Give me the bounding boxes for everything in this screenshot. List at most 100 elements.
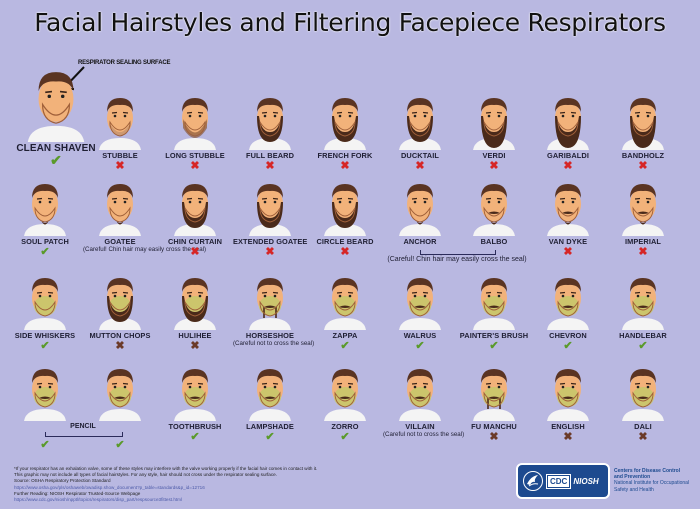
footer-notes: *If your respirator has an exhalation va… (14, 466, 317, 503)
footer-coverage-note: This graphic may not include all types o… (14, 472, 277, 478)
face-illustration (620, 172, 666, 236)
footer-exhalation-note: *If your respirator has an exhalation va… (14, 466, 318, 471)
caution-note: (Careful not to cross the seal) (233, 340, 315, 347)
hairstyle-garibaldi: GARIBALDI ✖ (531, 86, 605, 172)
x-icon: ✖ (563, 246, 573, 258)
footer-further-link[interactable]: https://www.cdc.gov/niosh/npptl/topics/r… (14, 497, 183, 503)
agency-line-4: Safety and Health (614, 486, 654, 493)
anchor-balbo-note: (Careful! Chin hair may easily cross the… (387, 256, 527, 263)
hairstyle-label: VAN DYKE (548, 237, 588, 246)
hairstyle-lampshade: LAMPSHADE ✔ (233, 357, 307, 443)
face-illustration (471, 266, 517, 330)
face-illustration (322, 266, 368, 330)
footer-source-link[interactable]: https://www.osha.gov/pls/oshaweb/owadisp… (14, 484, 205, 490)
hairstyle-label: DALI (634, 422, 652, 431)
face-illustration (397, 266, 443, 330)
hairstyle-label: WALRUS (403, 331, 437, 340)
hairstyle-circle-beard: CIRCLE BEARD ✖ (308, 172, 382, 258)
x-icon: ✖ (415, 160, 425, 172)
hairstyle-label: LONG STUBBLE (165, 151, 225, 160)
hairstyle-van-dyke: VAN DYKE ✖ (531, 172, 605, 258)
hairstyle-label: GOATEE (104, 237, 136, 246)
hairstyle-label: HULIHEE (178, 331, 212, 340)
hairstyle-hulihee: HULIHEE ✖ (158, 266, 232, 352)
hairstyle-french-fork: FRENCH FORK ✖ (308, 86, 382, 172)
hairstyle-mutton-chops: MUTTON CHOPS ✖ (83, 266, 157, 352)
hairstyle-full-beard: FULL BEARD ✖ (233, 86, 307, 172)
face-illustration (97, 86, 143, 150)
hairstyle-label: SIDE WHISKERS (14, 331, 76, 340)
hairstyle-label: FULL BEARD (245, 151, 295, 160)
hairstyle-label: EXTENDED GOATEE (233, 237, 308, 246)
x-icon: ✖ (638, 246, 648, 258)
face-illustration (172, 266, 218, 330)
face-illustration (247, 357, 293, 421)
hairstyle-label: CHIN CURTAIN (167, 237, 223, 246)
check-icon: ✔ (638, 340, 648, 352)
hairstyle-ducktail: DUCKTAIL ✖ (383, 86, 457, 172)
x-icon: ✖ (489, 431, 499, 443)
hairstyle-label: ZORRO (331, 422, 359, 431)
face-illustration (545, 86, 591, 150)
face-illustration (247, 266, 293, 330)
hairstyle-anchor: ANCHOR (383, 172, 457, 246)
face-illustration (545, 266, 591, 330)
hairstyle-clean-shaven: CLEAN SHAVEN ✔ (14, 56, 98, 168)
face-illustration (22, 357, 68, 421)
hairstyle-zorro: ZORRO ✔ (308, 357, 382, 443)
hairstyle-label: CHEVRON (549, 331, 587, 340)
caution-note: (Careful not to cross the seal) (383, 431, 465, 438)
face-illustration (247, 172, 293, 236)
check-icon: ✔ (50, 152, 62, 168)
hairstyle-horseshoe: HORSESHOE (Careful not to cross the seal) (233, 266, 315, 347)
hairstyle-label: ANCHOR (403, 237, 437, 246)
x-icon: ✖ (638, 160, 648, 172)
x-icon: ✖ (340, 246, 350, 258)
x-icon: ✖ (265, 160, 275, 172)
face-illustration (322, 86, 368, 150)
check-icon: ✔ (40, 439, 50, 451)
hairstyle-label: ZAPPA (332, 331, 358, 340)
x-icon: ✖ (115, 160, 125, 172)
anchor-balbo-bracket (420, 250, 496, 255)
hairstyle-pencil-2: ✔ (83, 357, 157, 451)
face-illustration (545, 172, 591, 236)
hairstyle-label: VERDI (482, 151, 506, 160)
hairstyle-label: FRENCH FORK (317, 151, 373, 160)
face-illustration (22, 266, 68, 330)
x-icon: ✖ (190, 246, 200, 258)
hairstyle-walrus: WALRUS ✔ (383, 266, 457, 352)
face-illustration (545, 357, 591, 421)
hairstyle-label: ENGLISH (551, 422, 585, 431)
check-icon: ✔ (190, 431, 200, 443)
face-illustration (471, 172, 517, 236)
face-illustration (397, 86, 443, 150)
hairstyle-label: FU MANCHU (471, 422, 517, 431)
check-icon: ✔ (340, 431, 350, 443)
niosh-wordmark: NIOSH (573, 476, 599, 486)
x-icon: ✖ (115, 340, 125, 352)
hairstyle-side-whiskers: SIDE WHISKERS ✔ (8, 266, 82, 352)
footer-further-label: Further Reading: NIOSH Respirator Truste… (14, 490, 141, 496)
hairstyle-label: SOUL PATCH (21, 237, 69, 246)
hairstyle-label: IMPERIAL (624, 237, 662, 246)
caution-note: (Careful! Chin hair may easily cross the… (83, 246, 207, 253)
hairstyle-label: BALBO (480, 237, 508, 246)
hairstyle-label: BANDHOLZ (621, 151, 665, 160)
hairstyle-label: STUBBLE (102, 151, 138, 160)
check-icon: ✔ (489, 340, 499, 352)
hairstyle-goatee: GOATEE (Careful! Chin hair may easily cro… (83, 172, 207, 253)
hairstyle-label: HANDLEBAR (619, 331, 667, 340)
hairstyle-balbo: BALBO (457, 172, 531, 246)
check-icon: ✔ (563, 340, 573, 352)
x-icon: ✖ (190, 340, 200, 352)
x-icon: ✖ (563, 160, 573, 172)
face-illustration (471, 86, 517, 150)
face-illustration (620, 86, 666, 150)
face-illustration (22, 172, 68, 236)
hairstyle-villain: VILLAIN (Careful not to cross the seal) (383, 357, 465, 438)
hairstyle-zappa: ZAPPA ✔ (308, 266, 382, 352)
hairstyle-handlebar: HANDLEBAR ✔ (606, 266, 680, 352)
hairstyle-chevron: CHEVRON ✔ (531, 266, 605, 352)
face-illustration (172, 86, 218, 150)
